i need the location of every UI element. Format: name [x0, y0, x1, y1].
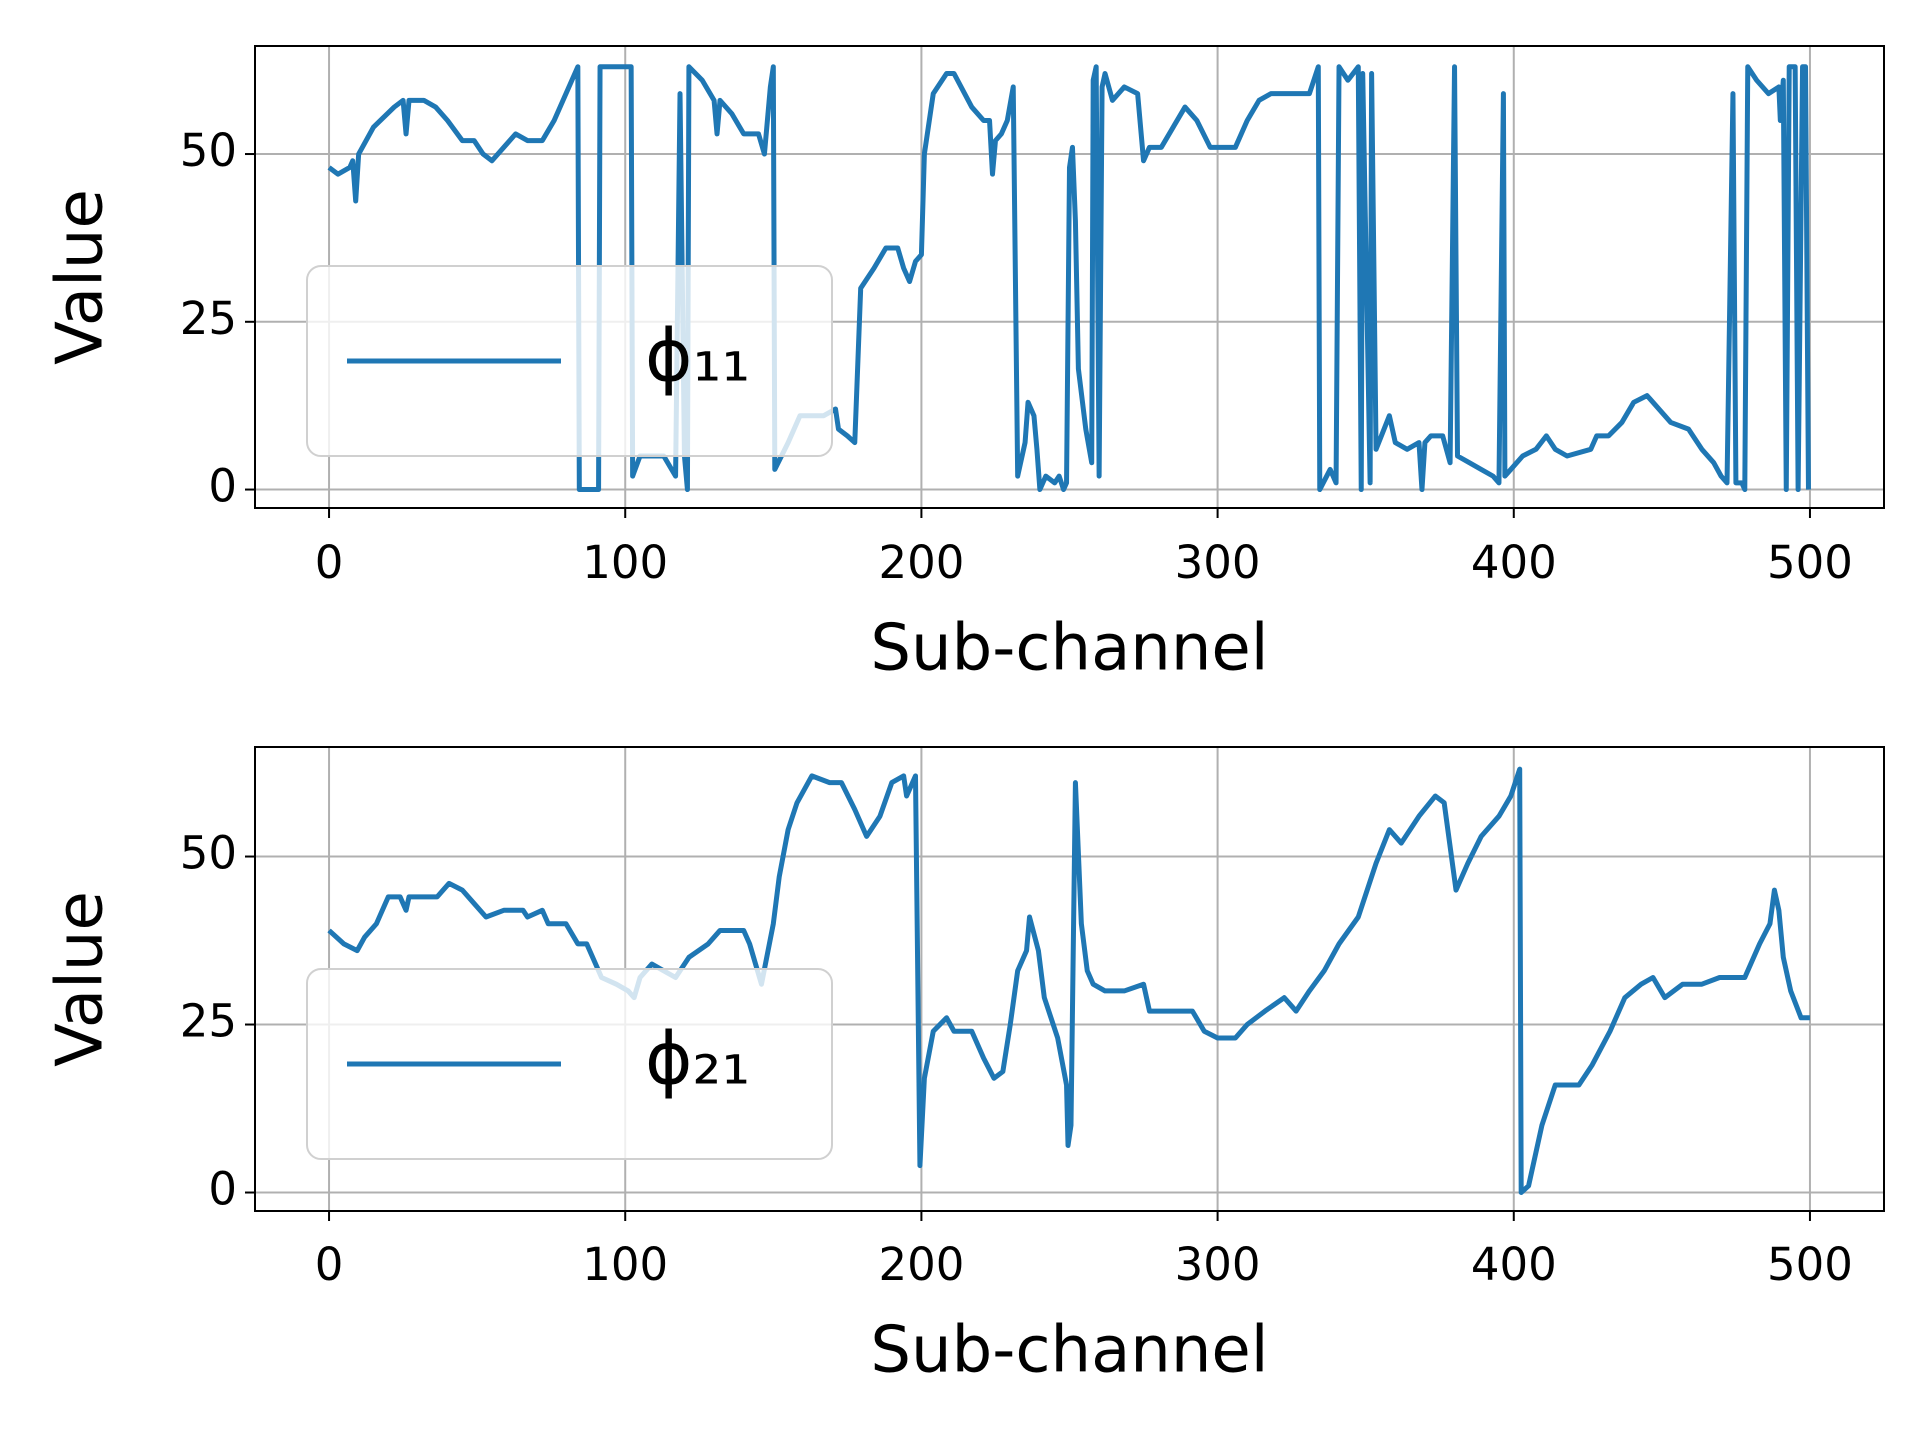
y-tick-label: 25: [180, 292, 237, 345]
legend-box: [306, 968, 833, 1160]
axes-frame: [254, 45, 1885, 509]
x-tick-label: 100: [582, 536, 668, 589]
x-tick-label: 0: [315, 1238, 344, 1291]
x-tick-label: 300: [1175, 536, 1261, 589]
x-tick-label: 300: [1175, 1238, 1261, 1291]
x-tick-label: 400: [1471, 536, 1557, 589]
x-tick-label: 100: [582, 1238, 668, 1291]
x-tick-label: 500: [1767, 1238, 1853, 1291]
y-tick-label: 0: [208, 1163, 237, 1216]
y-axis-label: Value: [44, 189, 118, 365]
y-tick-label: 50: [180, 827, 237, 880]
axes-frame: [254, 746, 1885, 1212]
legend-label: ϕ₁₁: [645, 314, 750, 398]
y-tick-label: 25: [180, 995, 237, 1048]
legend-box: [306, 265, 833, 457]
y-axis-label: Value: [44, 891, 118, 1067]
x-tick-label: 0: [315, 536, 344, 589]
axes: 0 100 200 300 400 500 0 25 50 Sub-channel Value ϕ₂₁: [44, 746, 1885, 1388]
legend: ϕ₂₁: [306, 968, 833, 1160]
x-axis-label: Sub-channel: [870, 1314, 1268, 1388]
x-tick-label: 500: [1767, 536, 1853, 589]
y-tick-label: 0: [208, 460, 237, 513]
x-tick-label: 400: [1471, 1238, 1557, 1291]
legend: ϕ₁₁: [306, 265, 833, 457]
data-line: [327, 766, 1810, 1196]
x-tick-label: 200: [878, 1238, 964, 1291]
y-tick-label: 50: [180, 124, 237, 177]
data-line: [327, 64, 1811, 493]
x-axis-label: Sub-channel: [870, 612, 1268, 686]
axes: 0 100 200 300 400 500 0 25 50 Sub-channel Value ϕ₁₁: [44, 45, 1885, 686]
x-tick-label: 200: [878, 536, 964, 589]
legend-label: ϕ₂₁: [645, 1017, 750, 1101]
